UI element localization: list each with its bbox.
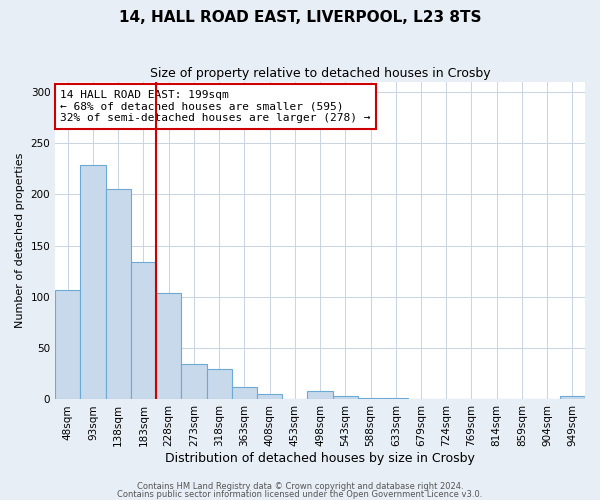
Bar [383,398,409,400]
Bar [156,293,181,400]
Text: 14 HALL ROAD EAST: 199sqm
← 68% of detached houses are smaller (595)
32% of semi: 14 HALL ROAD EAST: 199sqm ← 68% of detac… [60,90,371,123]
Y-axis label: Number of detached properties: Number of detached properties [15,153,25,328]
Bar [206,368,232,400]
Bar [232,387,257,400]
Bar [560,396,585,400]
Text: Contains HM Land Registry data © Crown copyright and database right 2024.: Contains HM Land Registry data © Crown c… [137,482,463,491]
Bar [181,364,206,400]
Title: Size of property relative to detached houses in Crosby: Size of property relative to detached ho… [150,68,490,80]
Text: Contains public sector information licensed under the Open Government Licence v3: Contains public sector information licen… [118,490,482,499]
Bar [106,190,131,400]
Bar [332,396,358,400]
Bar [358,398,383,400]
X-axis label: Distribution of detached houses by size in Crosby: Distribution of detached houses by size … [165,452,475,465]
Bar [131,262,156,400]
Bar [257,394,282,400]
Text: 14, HALL ROAD EAST, LIVERPOOL, L23 8TS: 14, HALL ROAD EAST, LIVERPOOL, L23 8TS [119,10,481,25]
Bar [307,392,332,400]
Bar [55,290,80,400]
Bar [80,164,106,400]
